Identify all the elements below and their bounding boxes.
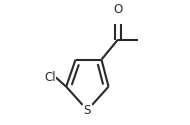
Text: O: O [113,3,123,16]
Text: S: S [84,104,91,117]
Text: Cl: Cl [44,71,55,84]
